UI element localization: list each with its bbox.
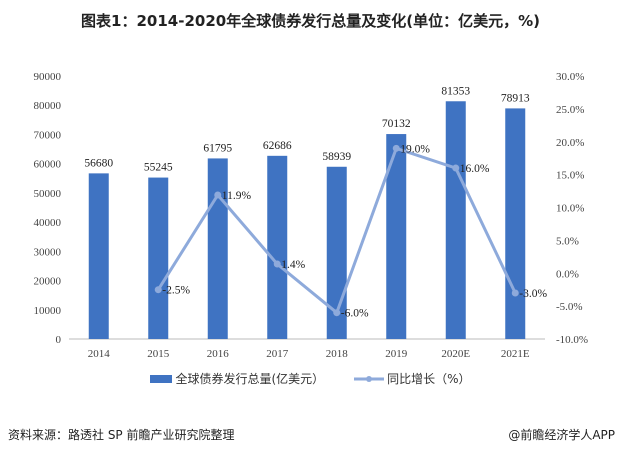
line-point (154, 286, 162, 294)
x-tick-label: 2020E (441, 348, 470, 360)
left-tick-label: 0 (56, 334, 62, 346)
legend-item-line: 同比增长（%） (354, 370, 471, 387)
right-tick-label: 15.0% (556, 170, 584, 182)
x-tick-label: 2018 (326, 348, 349, 360)
bar (148, 177, 169, 339)
bar-data-label: 56680 (84, 157, 113, 169)
brand-credit: @前瞻经济学人APP (508, 428, 615, 442)
right-tick-label: -10.0% (556, 334, 588, 346)
x-tick-label: 2016 (207, 348, 230, 360)
chart-title: 图表1：2014-2020年全球债券发行总量及变化(单位：亿美元，%) (81, 12, 540, 30)
line-point (333, 309, 341, 317)
line-data-label: 11.9% (222, 190, 252, 202)
bar-data-label: 61795 (203, 142, 232, 154)
line-data-label: 19.0% (400, 143, 430, 155)
bar (207, 158, 228, 339)
bar (267, 155, 288, 339)
left-tick-label: 60000 (34, 159, 62, 171)
right-tick-label: 25.0% (556, 104, 584, 116)
bar-data-label: 55245 (144, 162, 173, 174)
bar (386, 134, 407, 339)
left-tick-label: 90000 (34, 71, 62, 83)
line-point (511, 289, 519, 297)
legend-item-bar: 全球债券发行总量(亿美元） (150, 370, 324, 387)
bar-data-label: 58939 (322, 151, 351, 163)
left-tick-label: 80000 (34, 100, 62, 112)
bar (445, 101, 466, 339)
right-tick-label: 10.0% (556, 203, 584, 215)
line-point (392, 144, 400, 152)
legend-bar-label: 全球债券发行总量(亿美元） (175, 372, 325, 386)
bar-data-label: 62686 (263, 140, 292, 152)
legend-line-label: 同比增长（%） (387, 372, 471, 386)
x-tick-label: 2021E (501, 348, 530, 360)
x-tick-label: 2015 (147, 348, 170, 360)
bar-data-label: 70132 (382, 118, 411, 130)
right-tick-label: 5.0% (556, 235, 579, 247)
bar (88, 173, 109, 339)
left-tick-label: 10000 (34, 305, 62, 317)
line-data-label: 16.0% (460, 163, 490, 175)
source-note: 资料来源：路透社 SP 前瞻产业研究院整理 (8, 428, 235, 442)
line-point (273, 260, 281, 268)
bar-data-label: 78913 (501, 92, 530, 104)
right-tick-label: 30.0% (556, 71, 584, 83)
left-tick-label: 50000 (34, 188, 62, 200)
line-point (214, 191, 222, 199)
right-tick-label: 0.0% (556, 268, 579, 280)
right-tick-label: 20.0% (556, 137, 584, 149)
line-data-label: -6.0% (341, 308, 369, 320)
line-data-label: -2.5% (162, 285, 190, 297)
line-data-label: -3.0% (519, 288, 547, 300)
left-tick-label: 40000 (34, 217, 62, 229)
bar (505, 108, 526, 339)
left-tick-label: 30000 (34, 246, 62, 258)
bar-data-label: 81353 (441, 85, 470, 97)
left-tick-label: 70000 (34, 129, 62, 141)
legend-bar-swatch (150, 374, 173, 383)
left-tick-label: 20000 (34, 276, 62, 288)
x-tick-label: 2019 (385, 348, 408, 360)
line-point (452, 164, 460, 172)
legend: 全球债券发行总量(亿美元） 同比增长（%） (0, 370, 621, 387)
line-data-label: 1.4% (281, 259, 305, 271)
x-tick-label: 2017 (266, 348, 289, 360)
legend-line-swatch (354, 375, 385, 382)
right-tick-label: -5.0% (556, 301, 583, 313)
x-tick-label: 2014 (88, 348, 111, 360)
